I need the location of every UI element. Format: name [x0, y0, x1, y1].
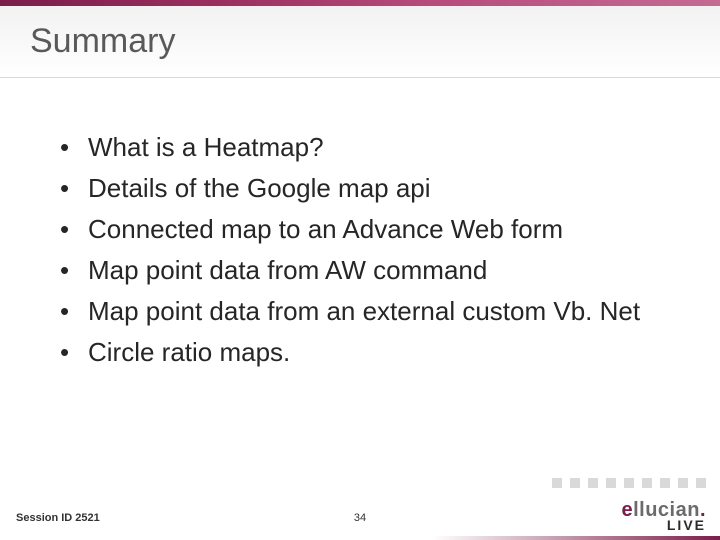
content-area: What is a Heatmap? Details of the Google…	[60, 130, 680, 377]
square-icon	[570, 478, 580, 488]
decor-squares	[552, 478, 706, 488]
square-icon	[696, 478, 706, 488]
bullet-item: Connected map to an Advance Web form	[60, 212, 680, 247]
bottom-accent-bar	[0, 536, 720, 540]
bullet-item: Map point data from AW command	[60, 253, 680, 288]
bullet-item: What is a Heatmap?	[60, 130, 680, 165]
footer: Session ID 2521 34	[0, 496, 720, 540]
square-icon	[624, 478, 634, 488]
logo: ellucian. LIVE	[621, 500, 706, 532]
bullet-list: What is a Heatmap? Details of the Google…	[60, 130, 680, 371]
square-icon	[660, 478, 670, 488]
square-icon	[678, 478, 688, 488]
slide-title: Summary	[30, 22, 175, 61]
square-icon	[606, 478, 616, 488]
session-id: Session ID 2521	[16, 512, 100, 524]
title-band: Summary	[0, 6, 720, 78]
square-icon	[552, 478, 562, 488]
page-number: 34	[354, 512, 366, 524]
square-icon	[642, 478, 652, 488]
square-icon	[588, 478, 598, 488]
bullet-item: Details of the Google map api	[60, 171, 680, 206]
slide: Summary What is a Heatmap? Details of th…	[0, 0, 720, 540]
bullet-item: Circle ratio maps.	[60, 335, 680, 370]
bullet-item: Map point data from an external custom V…	[60, 294, 680, 329]
